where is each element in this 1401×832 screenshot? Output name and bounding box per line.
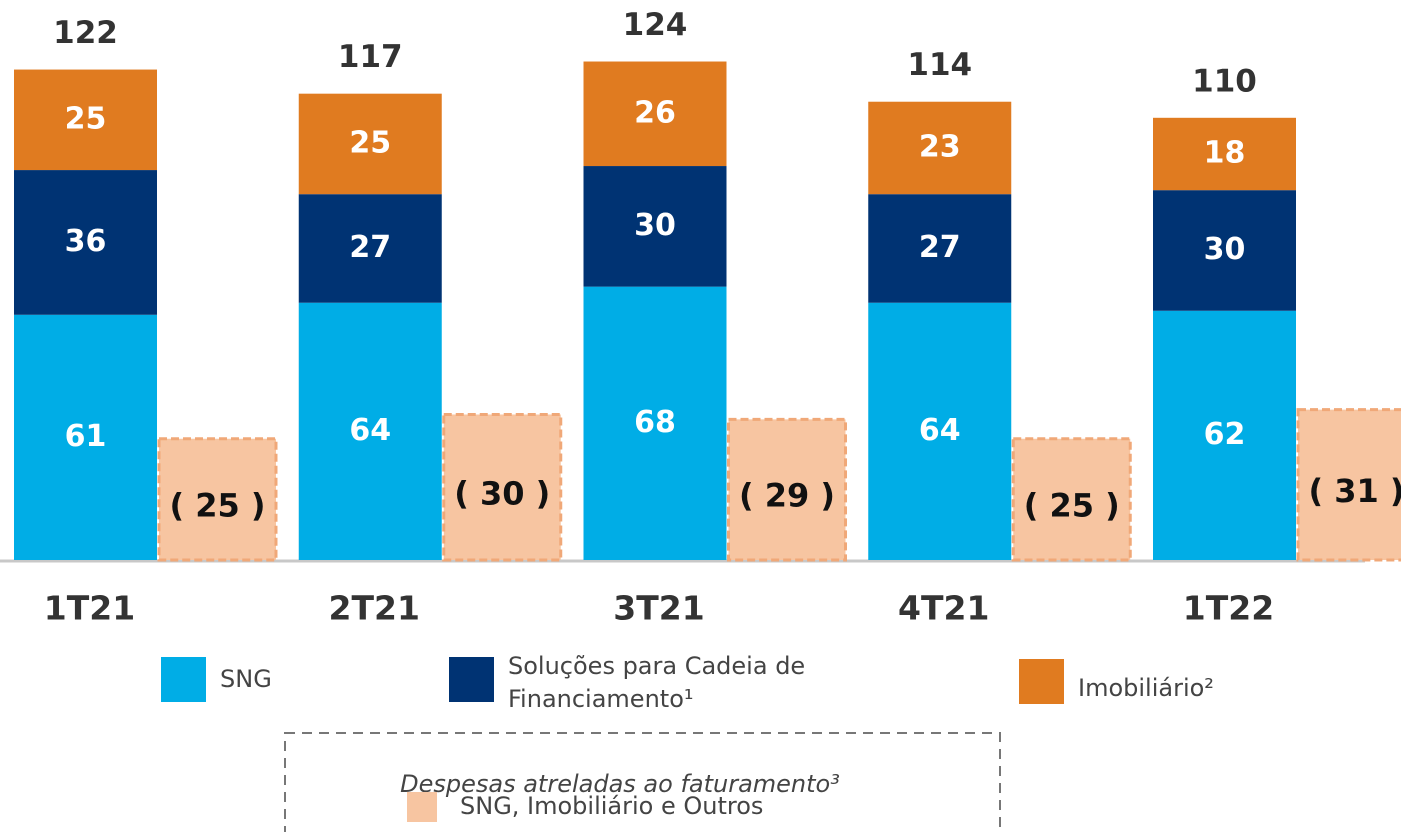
x-tick-label: 3T21	[613, 589, 704, 628]
total-label: 114	[907, 47, 972, 83]
bar-segment	[14, 69, 157, 171]
bar-segment	[298, 93, 442, 195]
segment-label: 36	[65, 224, 107, 259]
bar-segment	[1153, 310, 1296, 560]
legend-group-title: Despesas atreladas ao faturamento³	[400, 770, 840, 798]
bar-segment	[583, 61, 727, 167]
bar-segment	[14, 314, 157, 560]
legend-label: Imobiliário²	[1078, 674, 1214, 702]
segment-label: 30	[1204, 232, 1246, 267]
segment-label: 18	[1204, 135, 1246, 170]
expense-bar	[727, 417, 847, 562]
segment-label: 26	[634, 95, 676, 130]
segment-label: 30	[634, 208, 676, 243]
segment-label: 64	[919, 413, 961, 448]
bar-segment	[1153, 190, 1296, 311]
total-label: 117	[338, 39, 403, 75]
legend-label: SNG	[220, 665, 272, 693]
expense-label: ( 25 )	[169, 486, 265, 524]
expense-label: ( 31 )	[1308, 472, 1401, 510]
x-tick-label: 4T21	[898, 589, 989, 628]
bar-segment	[298, 194, 442, 303]
expense-bar	[157, 437, 278, 562]
bar-segment	[14, 170, 157, 315]
total-label: 110	[1192, 63, 1257, 99]
legend-swatch	[407, 792, 437, 822]
expense-bar	[1296, 408, 1401, 562]
total-label: 122	[53, 15, 118, 51]
segment-label: 27	[349, 230, 391, 265]
legend-label: SNG, Imobiliário e Outros	[460, 792, 764, 820]
segment-label: 23	[919, 129, 961, 164]
x-tick-label: 1T21	[44, 589, 135, 628]
segment-label: 68	[634, 405, 676, 440]
segment-label: 64	[349, 413, 391, 448]
expense-bar	[442, 413, 563, 562]
segment-label: 27	[919, 230, 961, 265]
segment-label: 61	[65, 419, 107, 454]
legend-label: Soluções para Cadeia de Financiamento¹	[508, 652, 806, 713]
bar-segment	[868, 194, 1012, 303]
segment-label: 62	[1204, 417, 1246, 452]
expense-label: ( 29 )	[739, 477, 835, 515]
bar-segment	[1153, 117, 1296, 191]
bar-segment	[868, 302, 1012, 560]
x-tick-label: 1T22	[1183, 589, 1274, 628]
total-label: 124	[623, 7, 688, 43]
legend-swatch	[449, 657, 494, 702]
expense-label: ( 30 )	[454, 474, 550, 512]
expense-label: ( 25 )	[1024, 486, 1120, 524]
bar-segment	[583, 166, 727, 287]
segment-label: 25	[65, 101, 107, 136]
legend-swatch	[161, 657, 206, 702]
bar-segment	[868, 101, 1012, 195]
legend-swatch	[1019, 659, 1064, 704]
segment-label: 25	[349, 125, 391, 160]
expense-bar	[1011, 437, 1132, 562]
bar-segment	[298, 302, 442, 560]
legend-box	[284, 732, 1001, 832]
bar-segment	[583, 286, 727, 560]
x-tick-label: 2T21	[329, 589, 420, 628]
